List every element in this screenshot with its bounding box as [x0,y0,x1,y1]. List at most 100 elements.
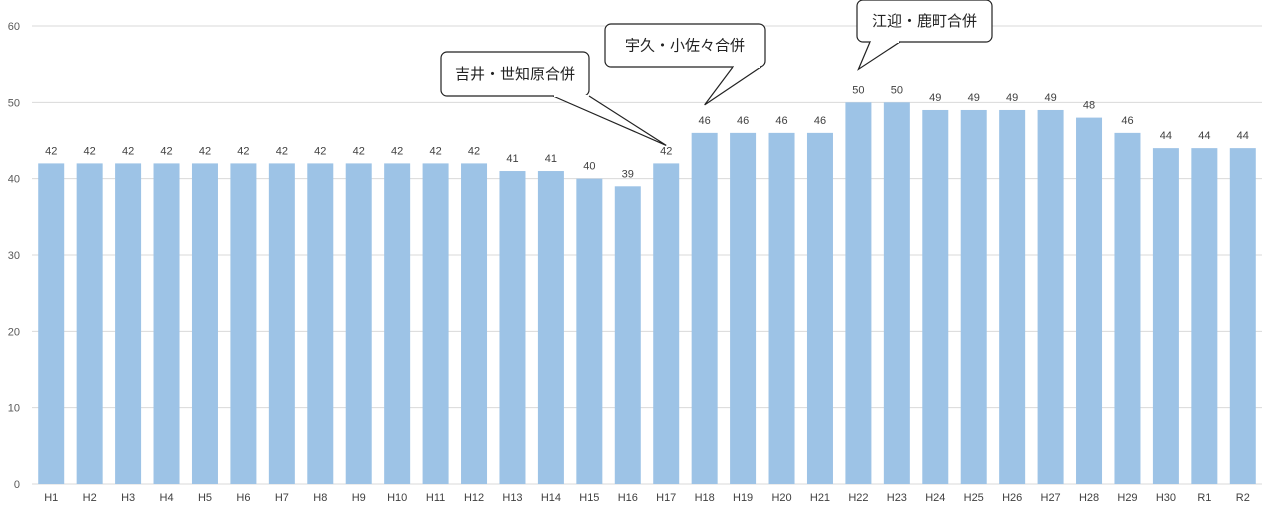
data-label: 40 [583,161,595,173]
callout-box [856,0,993,43]
data-label: 50 [852,84,864,96]
data-label: 42 [391,145,403,157]
bar-h3 [115,163,142,484]
bar-h6 [230,163,257,484]
y-tick-label: 0 [14,479,20,491]
bar-h17 [653,163,680,484]
x-tick-label: H22 [848,492,868,504]
bar-h26 [999,109,1026,484]
bar-h20 [768,132,795,484]
x-tick-label: H25 [964,492,984,504]
x-tick-label: H14 [541,492,561,504]
bar-h7 [268,163,295,484]
data-label: 50 [891,84,903,96]
bar-h12 [461,163,488,484]
bar-h11 [422,163,449,484]
x-tick-label: H4 [160,492,174,504]
bar-h13 [499,171,526,485]
bar-h21 [806,132,833,484]
bar-h19 [730,132,757,484]
callout-label: 吉井・世知原合併 [455,65,575,83]
bars [38,102,1256,485]
y-axis-ticks: 0 10 20 30 40 50 60 [8,21,20,491]
bar-h25 [960,109,987,484]
bar-h24 [922,109,949,484]
x-tick-label: H28 [1079,492,1099,504]
data-label: 46 [737,115,749,127]
x-tick-label: H8 [313,492,327,504]
y-tick-label: 20 [8,326,20,338]
callout-h22: 江迎・鹿町合併 [856,0,993,71]
data-label: 42 [45,145,57,157]
x-tick-label: R2 [1236,492,1250,504]
x-tick-label: H19 [733,492,753,504]
callouts: 吉井・世知原合併 宇久・小佐々合併 江迎・鹿町合併 [440,0,993,146]
x-tick-label: H15 [579,492,599,504]
x-tick-label: H11 [426,492,445,504]
x-tick-label: H2 [83,492,97,504]
bar-h2 [76,163,103,484]
x-tick-label: H26 [1002,492,1022,504]
bar-h8 [307,163,334,484]
bar-h1 [38,163,65,484]
data-label: 46 [814,115,826,127]
data-label: 41 [545,153,557,165]
data-label: 46 [775,115,787,127]
data-label: 42 [160,145,172,157]
data-label: 42 [468,145,480,157]
bar-h5 [191,163,218,484]
bar-r2 [1229,148,1256,484]
data-label: 44 [1198,130,1210,142]
data-label: 42 [429,145,441,157]
x-tick-label: H3 [121,492,135,504]
bar-h10 [384,163,411,484]
bar-h30 [1152,148,1179,484]
x-tick-label: H7 [275,492,289,504]
x-tick-label: H18 [695,492,715,504]
data-label: 49 [968,92,980,104]
data-labels: 42 42 42 42 42 42 42 42 42 42 42 42 41 41 40 39 42 46 46 46… [45,84,1249,180]
x-tick-label: H23 [887,492,907,504]
callout-box [604,23,766,68]
callout-box [440,51,590,97]
data-label: 42 [122,145,134,157]
x-tick-label: H9 [352,492,366,504]
x-tick-label: H17 [656,492,676,504]
data-label: 39 [622,168,634,180]
x-tick-label: R1 [1197,492,1211,504]
x-tick-label: H1 [44,492,58,504]
callout-pointer [552,95,667,146]
data-label: 41 [506,153,518,165]
x-tick-label: H10 [387,492,407,504]
data-label: 42 [353,145,365,157]
x-tick-label: H30 [1156,492,1176,504]
data-label: 42 [237,145,249,157]
callout-pointer [704,66,762,106]
data-label: 49 [929,92,941,104]
callout-h17: 吉井・世知原合併 [440,51,667,146]
bar-h23 [883,102,910,484]
data-label: 42 [84,145,96,157]
bar-h27 [1037,109,1064,484]
bar-h22 [845,102,872,484]
bar-r1 [1191,148,1218,484]
data-label: 46 [699,115,711,127]
bar-h16 [614,186,641,485]
data-label: 42 [314,145,326,157]
data-label: 49 [1006,92,1018,104]
callout-label: 宇久・小佐々合併 [625,37,745,55]
y-tick-label: 10 [8,403,20,415]
data-label: 48 [1083,100,1095,112]
y-tick-label: 30 [8,250,20,262]
x-tick-label: H20 [771,492,791,504]
x-tick-label: H27 [1041,492,1061,504]
x-axis-ticks: H1 H2 H3 H4 H5 H6 H7 H8 H9 H10 H11 H12 H13 H14 H15 H16 H… [44,492,1250,504]
data-label: 42 [276,145,288,157]
y-tick-label: 40 [8,174,20,186]
data-label: 44 [1237,130,1249,142]
bar-h28 [1076,117,1103,484]
bar-h14 [537,171,564,485]
data-label: 49 [1044,92,1056,104]
x-tick-label: H16 [618,492,638,504]
